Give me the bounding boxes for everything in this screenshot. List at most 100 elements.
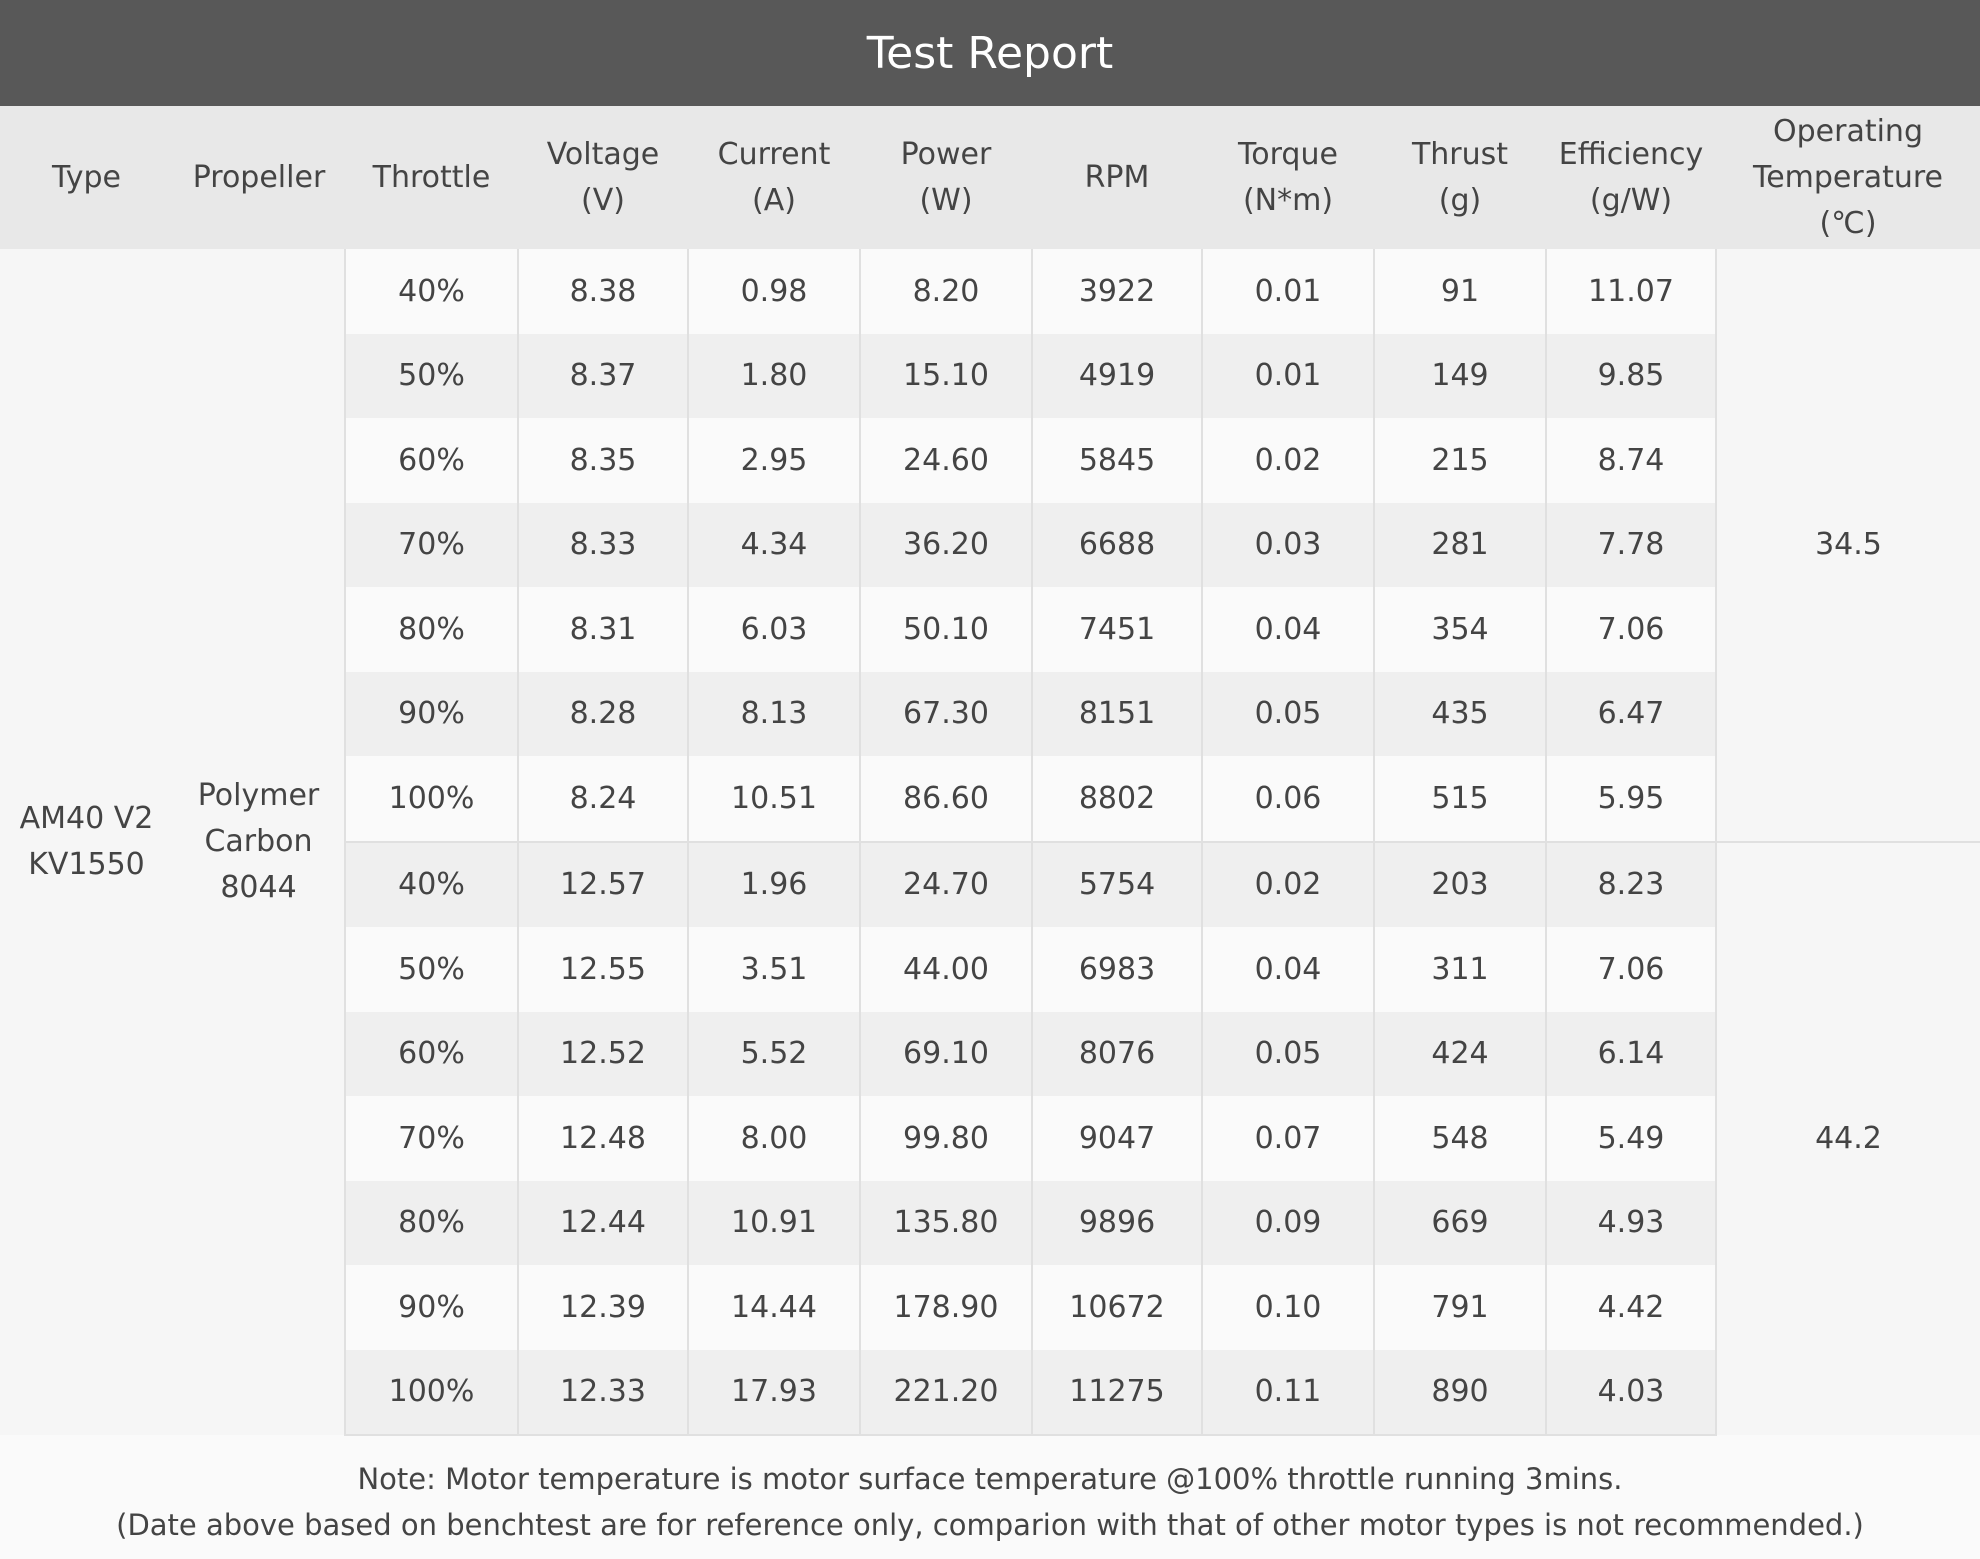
data-cell: 11.07 — [1545, 249, 1717, 334]
data-cell: 669 — [1373, 1180, 1546, 1265]
data-cell: 5.52 — [687, 1011, 860, 1096]
data-cell: 40% — [344, 840, 518, 927]
data-cell: 8.33 — [517, 502, 688, 587]
data-cell: 4.93 — [1545, 1180, 1717, 1265]
data-cell: 69.10 — [859, 1011, 1032, 1096]
data-cell: 8802 — [1031, 756, 1202, 842]
data-cell: 0.05 — [1201, 671, 1374, 756]
data-row: 50% 8.37 1.80 15.10 4919 0.01 149 9.85 — [0, 333, 1980, 418]
data-cell: 8076 — [1031, 1011, 1202, 1096]
data-cell: 7.06 — [1545, 927, 1717, 1012]
data-cell: 424 — [1373, 1011, 1546, 1096]
data-cell: 24.60 — [859, 418, 1032, 503]
data-cell: 91 — [1373, 249, 1546, 334]
data-cell: 6.03 — [687, 587, 860, 672]
data-cell: 3922 — [1031, 249, 1202, 334]
data-row: 50% 12.55 3.51 44.00 6983 0.04 311 7.06 — [0, 927, 1980, 1012]
column-header: Operating Temperature (℃) — [1716, 106, 1980, 249]
data-cell: 135.80 — [859, 1180, 1032, 1265]
data-row: AM40 V2 KV1550 Polymer Carbon 8044 40% 8.38… — [0, 249, 1980, 1435]
data-cell: 8.28 — [517, 671, 688, 756]
data-cell: 9896 — [1031, 1180, 1202, 1265]
column-header: Current (A) — [688, 106, 860, 249]
note-line: (Date above based on benchtest are for r… — [116, 1508, 1864, 1542]
data-cell: 100% — [344, 1349, 518, 1436]
data-row: 90% 8.28 8.13 67.30 8151 0.05 435 6.47 — [0, 671, 1980, 756]
data-cell: 50% — [344, 927, 518, 1012]
data-cell: 435 — [1373, 671, 1546, 756]
data-cell: 215 — [1373, 418, 1546, 503]
data-cell: 0.09 — [1201, 1180, 1374, 1265]
data-row: 40% 12.57 1.96 24.70 5754 0.02 203 8.23 44.2 — [0, 840, 1980, 1435]
data-cell: 12.33 — [517, 1349, 688, 1436]
column-header: Efficiency (g/W) — [1546, 106, 1716, 249]
data-cell: 36.20 — [859, 502, 1032, 587]
data-cell: 8.37 — [517, 333, 688, 418]
data-cell: 40% — [344, 249, 518, 334]
data-cell: 7.78 — [1545, 502, 1717, 587]
data-cell: 10672 — [1031, 1265, 1202, 1350]
data-cell: 8.24 — [517, 756, 688, 842]
data-cell: 6688 — [1031, 502, 1202, 587]
data-row: 60% 12.52 5.52 69.10 8076 0.05 424 6.14 — [0, 1011, 1980, 1096]
data-cell: 8.74 — [1545, 418, 1717, 503]
data-cell: 17.93 — [687, 1349, 860, 1436]
data-cell: 5845 — [1031, 418, 1202, 503]
type-cell: AM40 V2 KV1550 — [0, 249, 173, 1435]
data-cell: 70% — [344, 1096, 518, 1181]
title: Test Report — [0, 0, 1980, 106]
data-cell: 149 — [1373, 333, 1546, 418]
column-header: Thrust (g) — [1374, 106, 1546, 249]
data-cell: 12.57 — [517, 840, 688, 927]
temperature-cell: 34.5 — [1716, 249, 1980, 842]
data-cell: 60% — [344, 1011, 518, 1096]
data-row: 80% 12.44 10.91 135.80 9896 0.09 669 4.93 — [0, 1180, 1980, 1265]
data-cell: 0.11 — [1201, 1349, 1374, 1436]
data-cell: 4.03 — [1545, 1349, 1717, 1436]
data-cell: 50.10 — [859, 587, 1032, 672]
header-row: Type Propeller Throttle Voltage (V) Current … — [0, 106, 1980, 249]
data-cell: 890 — [1373, 1349, 1546, 1436]
data-cell: 80% — [344, 587, 518, 672]
data-cell: 0.01 — [1201, 249, 1374, 334]
column-header: Type — [0, 106, 173, 249]
column-header: Power (W) — [860, 106, 1032, 249]
data-cell: 0.02 — [1201, 418, 1374, 503]
data-cell: 8.13 — [687, 671, 860, 756]
data-cell: 8.35 — [517, 418, 688, 503]
data-cell: 100% — [344, 756, 518, 842]
data-cell: 178.90 — [859, 1265, 1032, 1350]
column-header: Propeller — [173, 106, 345, 249]
data-cell: 0.98 — [687, 249, 860, 334]
data-cell: 24.70 — [859, 840, 1032, 927]
column-header: Voltage (V) — [518, 106, 688, 249]
data-cell: 14.44 — [687, 1265, 860, 1350]
data-cell: 4.42 — [1545, 1265, 1717, 1350]
data-cell: 791 — [1373, 1265, 1546, 1350]
data-cell: 11275 — [1031, 1349, 1202, 1436]
data-cell: 44.00 — [859, 927, 1032, 1012]
data-row: 60% 8.35 2.95 24.60 5845 0.02 215 8.74 — [0, 418, 1980, 503]
data-cell: 10.91 — [687, 1180, 860, 1265]
data-cell: 67.30 — [859, 671, 1032, 756]
data-row: 100% 8.24 10.51 86.60 8802 0.06 515 5.95 — [0, 756, 1980, 842]
data-row: 80% 8.31 6.03 50.10 7451 0.04 354 7.06 — [0, 587, 1980, 672]
data-cell: 5754 — [1031, 840, 1202, 927]
data-cell: 0.03 — [1201, 502, 1374, 587]
test-table: Type Propeller Throttle Voltage (V) Current … — [0, 106, 1980, 1436]
data-cell: 8.20 — [859, 249, 1032, 334]
data-cell: 9047 — [1031, 1096, 1202, 1181]
data-cell: 9.85 — [1545, 333, 1717, 418]
data-cell: 10.51 — [687, 756, 860, 842]
data-cell: 7451 — [1031, 587, 1202, 672]
note-line: Note: Motor temperature is motor surface… — [357, 1462, 1623, 1496]
data-cell: 7.06 — [1545, 587, 1717, 672]
data-cell: 8.00 — [687, 1096, 860, 1181]
data-cell: 1.80 — [687, 333, 860, 418]
data-row: 90% 12.39 14.44 178.90 10672 0.10 791 4.42 — [0, 1265, 1980, 1350]
data-cell: 4919 — [1031, 333, 1202, 418]
column-header: RPM — [1032, 106, 1202, 249]
data-cell: 12.55 — [517, 927, 688, 1012]
propeller-cell: Polymer Carbon 8044 — [173, 249, 345, 1435]
data-cell: 0.01 — [1201, 333, 1374, 418]
